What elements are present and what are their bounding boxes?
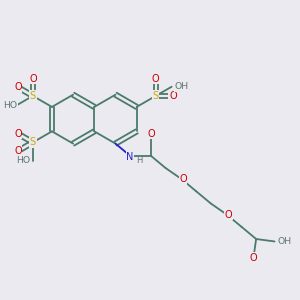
Text: O: O (152, 74, 160, 84)
Text: S: S (30, 91, 36, 101)
Text: O: O (14, 82, 22, 92)
Text: O: O (14, 146, 22, 156)
Text: O: O (29, 74, 37, 84)
Text: S: S (30, 137, 36, 147)
Text: HO: HO (16, 156, 30, 165)
Text: OH: OH (278, 237, 292, 246)
Text: S: S (153, 91, 159, 101)
Text: O: O (250, 253, 257, 263)
Text: N: N (127, 152, 134, 162)
Text: O: O (169, 91, 177, 101)
Text: O: O (224, 209, 232, 220)
Text: O: O (147, 129, 155, 139)
Text: HO: HO (3, 100, 17, 109)
Text: O: O (179, 174, 187, 184)
Text: H: H (136, 156, 143, 165)
Text: OH: OH (174, 82, 188, 91)
Text: O: O (14, 129, 22, 139)
